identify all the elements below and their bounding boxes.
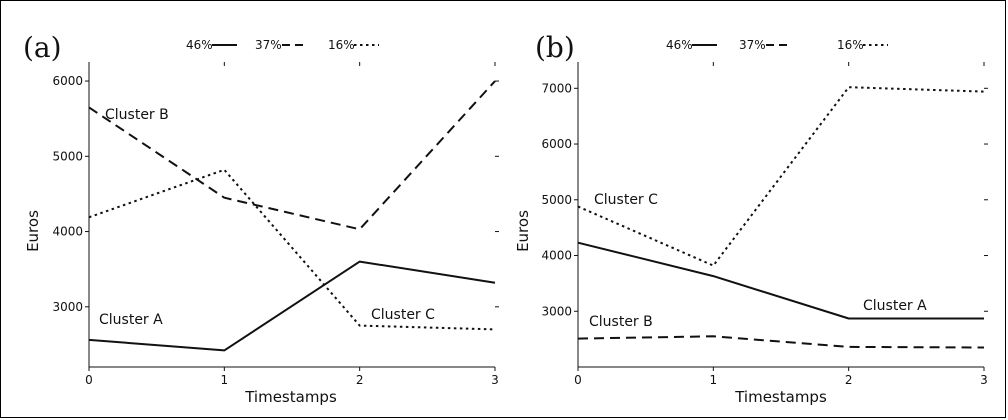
panel-a-annotation-cluster-a: Cluster A: [99, 312, 163, 328]
panel-a-y-axis-title: Euros: [24, 210, 42, 252]
panel-a-y-tick-label: 5000: [52, 149, 83, 163]
panel-a-x-tick-label: 2: [356, 373, 364, 387]
panel-b-x-tick-label: 3: [980, 373, 988, 387]
panel-b-series-line-1: [577, 241, 984, 320]
panel-b-y-ticks: 3000 4000 5000 6000 7000: [541, 81, 988, 318]
panel-a-y-tick-label: 6000: [52, 74, 83, 88]
panel-b-annotation-cluster-c: Cluster C: [594, 192, 658, 208]
panel-b-x-ticks: 0 1 2 3: [574, 62, 988, 387]
panel-a-legend: 46% 37% 16%: [186, 38, 379, 52]
panel-b-y-tick-label: 7000: [541, 81, 572, 95]
panel-a-y-ticks: 3000 4000 5000 6000: [52, 74, 499, 314]
panel-b-y-tick-label: 3000: [541, 304, 572, 318]
panel-b-x-tick-label: 1: [710, 373, 718, 387]
panel-a-x-tick-label: 0: [85, 373, 93, 387]
panel-a-x-tick-label: 1: [221, 373, 229, 387]
panel-a-y-tick-label: 4000: [52, 225, 83, 239]
panel-a-x-axis-title: Timestamps: [244, 388, 337, 406]
panel-a-label: (a): [23, 31, 62, 64]
panel-a-series-line-3: [88, 168, 496, 331]
panel-b-legend-label-3: 16%: [837, 38, 864, 52]
panel-a-series-lines: [88, 80, 496, 352]
panel-b-x-tick-label: 0: [574, 373, 582, 387]
panel-a-legend-label-2: 37%: [255, 38, 282, 52]
panel-a: (a) 46% 37% 16% 3000 4000 5000 6000 0 1 2 3 Ti…: [23, 31, 499, 406]
panel-b-y-tick-label: 5000: [541, 193, 572, 207]
panel-b-annotation-cluster-a: Cluster A: [863, 298, 927, 314]
panel-a-legend-label-1: 46%: [186, 38, 213, 52]
panel-b-y-tick-label: 4000: [541, 249, 572, 263]
panel-a-series-line-1: [88, 260, 496, 352]
panel-b-series-line-3: [577, 86, 985, 267]
panel-b-series-lines: [577, 86, 985, 349]
panel-a-series-line-2: [88, 80, 496, 231]
panel-b-x-axis-title: Timestamps: [734, 388, 827, 406]
panel-b-y-tick-label: 6000: [541, 137, 572, 151]
panel-a-y-tick-label: 3000: [52, 300, 83, 314]
panel-a-x-tick-label: 3: [491, 373, 499, 387]
panel-b-legend-label-1: 46%: [666, 38, 693, 52]
panel-b: (b) 46% 37% 16% 3000 4000 5000 6000 7000 0 1 2…: [514, 31, 988, 406]
panel-b-series-line-2: [577, 335, 985, 349]
panel-b-y-axis-title: Euros: [514, 210, 532, 252]
panel-b-label: (b): [535, 31, 575, 64]
panel-b-annotation-cluster-b: Cluster B: [589, 314, 653, 330]
panel-a-annotation-cluster-c: Cluster C: [371, 307, 435, 323]
panel-b-x-tick-label: 2: [845, 373, 853, 387]
panel-a-legend-label-3: 16%: [328, 38, 355, 52]
panel-b-legend: 46% 37% 16%: [666, 38, 888, 52]
panel-b-legend-label-2: 37%: [739, 38, 766, 52]
panel-a-annotation-cluster-b: Cluster B: [105, 107, 169, 123]
panel-a-x-ticks: 0 1 2 3: [85, 62, 499, 387]
